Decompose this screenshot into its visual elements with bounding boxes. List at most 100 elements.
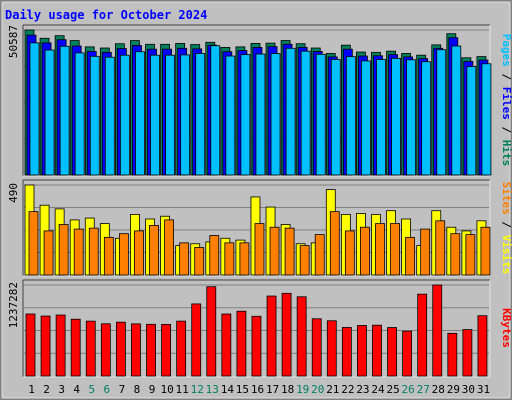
bar-pages-day-6 xyxy=(104,56,115,176)
bar-kbytes-day-3 xyxy=(55,314,66,377)
legend-separator: / xyxy=(500,67,512,87)
bar-pages-day-16 xyxy=(255,53,266,176)
x-label-day-6: 6 xyxy=(104,383,111,396)
bar-pages-day-7 xyxy=(119,54,130,176)
bar-sites-day-5 xyxy=(88,227,99,276)
x-label-day-16: 16 xyxy=(251,383,264,396)
x-label-day-7: 7 xyxy=(119,383,126,396)
bar-kbytes-day-30 xyxy=(462,329,473,377)
bar-kbytes-day-22 xyxy=(341,327,352,377)
legend-item-sites: Sites xyxy=(500,182,512,215)
bar-kbytes-day-16 xyxy=(251,315,262,377)
x-label-day-5: 5 xyxy=(88,383,95,396)
x-label-day-30: 30 xyxy=(462,383,475,396)
bar-sites-day-14 xyxy=(224,242,235,276)
max-value-label: 490 xyxy=(7,183,20,203)
x-label-day-28: 28 xyxy=(432,383,445,396)
bar-pages-day-21 xyxy=(330,59,341,176)
bar-kbytes-day-21 xyxy=(326,320,337,377)
x-label-day-13: 13 xyxy=(206,383,219,396)
bar-pages-day-30 xyxy=(466,66,477,176)
x-axis-labels: 1 2 3 4 5 6 7 8 9 10 11 12 13 14 15 16 17 18 19 20 21 22 23 24 2… xyxy=(28,383,490,396)
x-label-day-8: 8 xyxy=(134,383,141,396)
bar-sites-day-6 xyxy=(103,236,114,276)
x-label-day-15: 15 xyxy=(236,383,249,396)
x-label-day-20: 20 xyxy=(311,383,324,396)
bar-pages-day-5 xyxy=(89,55,100,176)
x-label-day-4: 4 xyxy=(73,383,80,396)
bar-sites-day-18 xyxy=(284,227,295,276)
x-label-day-26: 26 xyxy=(402,383,415,396)
x-label-day-19: 19 xyxy=(296,383,309,396)
x-label-day-11: 11 xyxy=(176,383,189,396)
x-label-day-21: 21 xyxy=(326,383,339,396)
bar-pages-day-15 xyxy=(240,54,251,176)
legend-separator: / xyxy=(500,120,512,140)
bar-kbytes-day-15 xyxy=(236,310,247,377)
bar-kbytes-day-14 xyxy=(221,313,232,377)
x-label-day-25: 25 xyxy=(386,383,399,396)
max-value-label: 1237282 xyxy=(7,282,20,328)
bar-sites-day-10 xyxy=(164,219,174,276)
bar-pages-day-4 xyxy=(74,52,85,176)
bar-kbytes-day-29 xyxy=(447,332,458,377)
bar-kbytes-day-23 xyxy=(357,325,367,377)
bar-pages-day-20 xyxy=(315,53,326,176)
bar-pages-day-27 xyxy=(421,61,432,176)
bar-kbytes-day-11 xyxy=(176,320,187,377)
bar-sites-day-22 xyxy=(344,230,355,276)
bar-pages-day-26 xyxy=(406,59,417,176)
bar-kbytes-day-8 xyxy=(131,323,141,377)
bar-sites-day-1 xyxy=(28,211,39,276)
bar-sites-day-28 xyxy=(435,220,446,276)
bar-kbytes-day-6 xyxy=(100,323,111,377)
bar-pages-day-14 xyxy=(225,55,236,176)
bar-pages-day-23 xyxy=(361,60,371,176)
bar-kbytes-day-19 xyxy=(296,296,307,377)
x-label-day-10: 10 xyxy=(160,383,173,396)
bar-sites-day-9 xyxy=(149,225,159,276)
bar-pages-day-9 xyxy=(150,54,160,176)
bar-sites-day-25 xyxy=(390,223,400,276)
bar-kbytes-day-31 xyxy=(477,315,488,377)
bar-kbytes-day-26 xyxy=(402,330,413,377)
x-label-day-9: 9 xyxy=(149,383,156,396)
bar-pages-day-10 xyxy=(165,54,175,176)
x-label-day-1: 1 xyxy=(28,383,35,396)
panel-kbytes: 1237282 KBytes xyxy=(7,279,512,378)
bar-pages-day-3 xyxy=(59,45,70,176)
legend-separator: / xyxy=(500,215,512,235)
x-label-day-31: 31 xyxy=(477,383,490,396)
bar-pages-day-11 xyxy=(180,54,191,176)
x-label-day-23: 23 xyxy=(356,383,369,396)
bar-sites-day-27 xyxy=(420,228,431,276)
bar-pages-day-18 xyxy=(285,47,296,176)
legend-kbytes: KBytes xyxy=(500,308,512,348)
x-label-day-22: 22 xyxy=(341,383,354,396)
bar-pages-day-31 xyxy=(481,63,492,176)
bar-kbytes-day-24 xyxy=(372,324,382,377)
bar-kbytes-day-27 xyxy=(417,293,428,377)
bar-sites-day-21 xyxy=(329,211,340,276)
bar-sites-day-8 xyxy=(134,230,144,276)
bar-pages-day-19 xyxy=(300,50,311,176)
bar-kbytes-day-1 xyxy=(25,313,36,377)
bar-sites-day-23 xyxy=(360,226,370,276)
legend-item-pages: Pages xyxy=(500,34,512,67)
bar-pages-day-28 xyxy=(436,49,447,176)
bar-kbytes-day-13 xyxy=(206,286,217,377)
bar-sites-day-24 xyxy=(375,223,385,276)
bar-sites-day-4 xyxy=(73,228,84,276)
bar-pages-day-25 xyxy=(391,57,401,176)
legend-pages-files-hits: Pages / Files / Hits xyxy=(500,34,512,167)
bar-sites-day-15 xyxy=(239,242,250,276)
bar-kbytes-day-20 xyxy=(311,318,322,377)
bar-kbytes-day-9 xyxy=(146,323,156,377)
x-label-day-27: 27 xyxy=(417,383,430,396)
chart-panels: 50587 Pages / Files / Hits 490 Sites / Visi… xyxy=(7,24,512,378)
x-label-day-29: 29 xyxy=(447,383,460,396)
legend-item-kbytes: KBytes xyxy=(500,308,512,348)
x-label-day-18: 18 xyxy=(281,383,294,396)
bar-sites-day-29 xyxy=(450,233,461,276)
